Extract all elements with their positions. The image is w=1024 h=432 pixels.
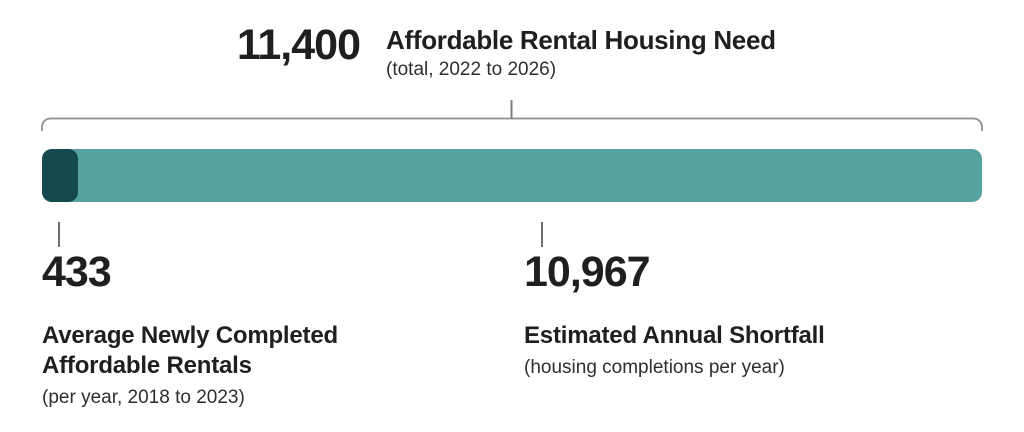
stacked-bar — [42, 149, 982, 202]
shortfall-tick — [541, 222, 543, 247]
total-value: 11,400 — [236, 21, 361, 69]
bracket-path — [41, 117, 983, 131]
completed-label: Average Newly Completed Affordable Renta… — [42, 322, 338, 379]
shortfall-sublabel: (housing completions per year) — [524, 357, 785, 378]
completed-sublabel: (per year, 2018 to 2023) — [42, 387, 245, 408]
completed-tick — [58, 222, 60, 247]
completed-stat-block: 433 Average Newly Completed Affordable R… — [42, 249, 397, 410]
shortfall-label: Estimated Annual Shortfall — [524, 322, 825, 349]
chart-title: Affordable Rental Housing Need — [386, 25, 776, 55]
shortfall-stat-block: 10,967 Estimated Annual Shortfall (housi… — [524, 249, 825, 380]
bar-segment-completed — [42, 149, 78, 202]
header-text-block: Affordable Rental Housing Need (total, 2… — [386, 25, 776, 82]
completed-value: 433 — [42, 248, 112, 296]
chart-subtitle: (total, 2022 to 2026) — [386, 59, 557, 80]
shortfall-value: 10,967 — [524, 248, 651, 296]
